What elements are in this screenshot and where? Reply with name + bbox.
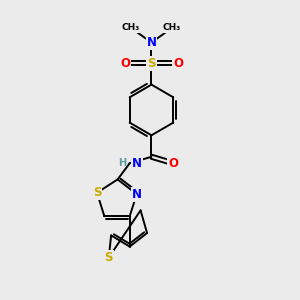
Text: O: O xyxy=(173,57,183,70)
Text: N: N xyxy=(132,157,142,170)
Text: CH₃: CH₃ xyxy=(122,23,140,32)
Text: O: O xyxy=(168,157,178,170)
Text: S: S xyxy=(104,251,113,264)
Text: O: O xyxy=(120,57,130,70)
Text: N: N xyxy=(146,36,157,49)
Text: S: S xyxy=(93,186,101,199)
Text: S: S xyxy=(147,57,156,70)
Text: CH₃: CH₃ xyxy=(163,23,181,32)
Text: H: H xyxy=(118,158,126,168)
Text: N: N xyxy=(132,188,142,201)
